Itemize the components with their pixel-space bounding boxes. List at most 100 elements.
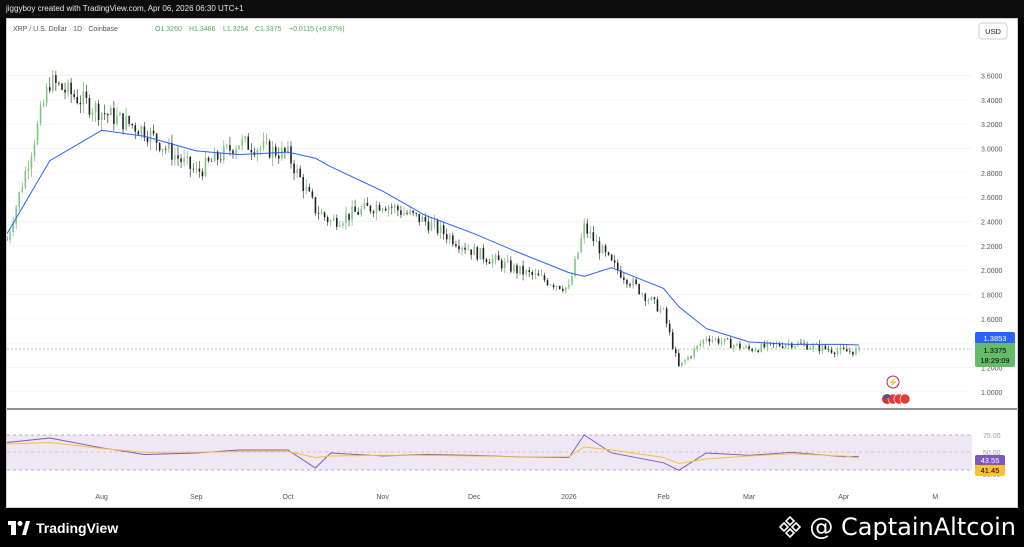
candle-body bbox=[363, 202, 366, 209]
candle-body bbox=[329, 220, 332, 222]
tradingview-logo-icon bbox=[8, 521, 30, 535]
candle-body bbox=[113, 108, 115, 125]
candle-body bbox=[226, 145, 228, 146]
candle-body bbox=[290, 146, 292, 164]
candle-body bbox=[339, 225, 341, 227]
y-tick-label: 1.8000 bbox=[981, 293, 1003, 300]
tradingview-logo[interactable]: TradingView bbox=[8, 520, 118, 536]
candle-body bbox=[778, 343, 781, 347]
candle-body bbox=[207, 157, 210, 162]
candle-body bbox=[152, 130, 155, 134]
candle-body bbox=[110, 108, 112, 116]
candle-body bbox=[607, 252, 610, 255]
candle-body bbox=[232, 150, 234, 155]
candle-body bbox=[259, 147, 262, 150]
candle-body bbox=[763, 343, 766, 348]
captainaltcoin-watermark: @ CaptainAltcoin bbox=[779, 513, 1016, 541]
candle-body bbox=[690, 356, 692, 358]
candle-body bbox=[552, 284, 555, 287]
candle-body bbox=[519, 265, 521, 274]
candle-body bbox=[12, 223, 14, 233]
svg-text:⚡: ⚡ bbox=[888, 377, 898, 387]
candle-body bbox=[766, 342, 769, 348]
candle-body bbox=[6, 239, 8, 241]
event-icons[interactable]: ⚡ bbox=[882, 375, 911, 405]
candle-body bbox=[794, 345, 796, 348]
candle-body bbox=[491, 258, 494, 264]
candle-body bbox=[458, 246, 460, 250]
candle-body bbox=[427, 221, 430, 231]
chart-frame: 3.6000 3.4000 3.2000 3.0000 2.8000 2.6000 2.40… bbox=[6, 18, 1018, 508]
candle-body bbox=[183, 157, 185, 162]
candle-body bbox=[103, 113, 106, 115]
candle-body bbox=[375, 204, 378, 214]
candle-body bbox=[27, 168, 30, 171]
candle-body bbox=[409, 210, 411, 214]
candle-body bbox=[332, 218, 335, 221]
candle-body bbox=[507, 260, 509, 262]
candle-body bbox=[88, 97, 91, 115]
candle-body bbox=[705, 338, 708, 340]
countdown-value: 18:29:09 bbox=[980, 356, 1009, 365]
rsi-level-50: 50.00 bbox=[983, 450, 1001, 457]
candle-body bbox=[525, 270, 527, 275]
candle-body bbox=[739, 343, 741, 349]
candle-body bbox=[116, 115, 118, 125]
candle-body bbox=[61, 83, 63, 90]
candle-body bbox=[97, 103, 100, 121]
candle-body bbox=[372, 211, 375, 214]
candle-body bbox=[497, 255, 500, 261]
candle-body bbox=[681, 362, 683, 367]
candle-body bbox=[546, 280, 549, 285]
candle-body bbox=[299, 168, 301, 178]
candle-body bbox=[52, 75, 54, 91]
grid-lines bbox=[7, 75, 972, 393]
candle-body bbox=[271, 146, 274, 158]
rsi-line bbox=[6, 434, 860, 471]
candle-body bbox=[48, 87, 51, 91]
candle-body bbox=[702, 339, 705, 344]
candle-body bbox=[281, 147, 283, 159]
y-tick-label: 1.0000 bbox=[981, 390, 1003, 397]
candle-body bbox=[613, 260, 616, 263]
candle-body bbox=[15, 207, 17, 224]
candle-body bbox=[449, 235, 451, 240]
candle-body bbox=[522, 265, 524, 275]
candle-body bbox=[836, 350, 839, 355]
candle-body bbox=[421, 216, 424, 223]
candle-body bbox=[76, 96, 79, 104]
candle-body bbox=[635, 279, 637, 284]
candle-body bbox=[351, 206, 353, 221]
candle-body bbox=[33, 143, 36, 157]
candle-body bbox=[757, 350, 760, 352]
candle-body bbox=[760, 343, 763, 352]
attribution-text: jiggyboy created with TradingView.com, A… bbox=[6, 4, 244, 13]
candle-body bbox=[708, 338, 711, 342]
candle-body bbox=[561, 288, 564, 291]
ma-badge bbox=[975, 332, 1015, 344]
x-tick-label: Dec bbox=[468, 494, 481, 501]
candle-body bbox=[476, 247, 479, 260]
y-tick-label: 3.2000 bbox=[981, 122, 1003, 129]
rsi-level-75: 75.00 bbox=[983, 433, 1001, 440]
candle-body bbox=[21, 187, 24, 193]
candle-body bbox=[461, 247, 463, 250]
candle-body bbox=[30, 156, 33, 169]
candle-body bbox=[555, 285, 558, 287]
candle-body bbox=[699, 343, 702, 346]
candle-body bbox=[125, 115, 127, 130]
x-tick-label: Apr bbox=[838, 494, 850, 501]
candle-body bbox=[210, 161, 213, 162]
candle-body bbox=[638, 283, 640, 295]
candle-body bbox=[143, 126, 146, 138]
candle-body bbox=[241, 138, 243, 146]
candle-body bbox=[723, 338, 726, 342]
currency-button[interactable] bbox=[978, 22, 1008, 40]
candle-body bbox=[479, 248, 482, 260]
candle-body bbox=[494, 255, 497, 259]
price-chart[interactable]: 3.6000 3.4000 3.2000 3.0000 2.8000 2.6000 2.40… bbox=[6, 19, 1017, 507]
x-tick-label: Mar bbox=[743, 494, 756, 501]
candle-body bbox=[516, 265, 518, 274]
candle-body bbox=[641, 293, 643, 295]
dividend-icon bbox=[886, 375, 900, 389]
